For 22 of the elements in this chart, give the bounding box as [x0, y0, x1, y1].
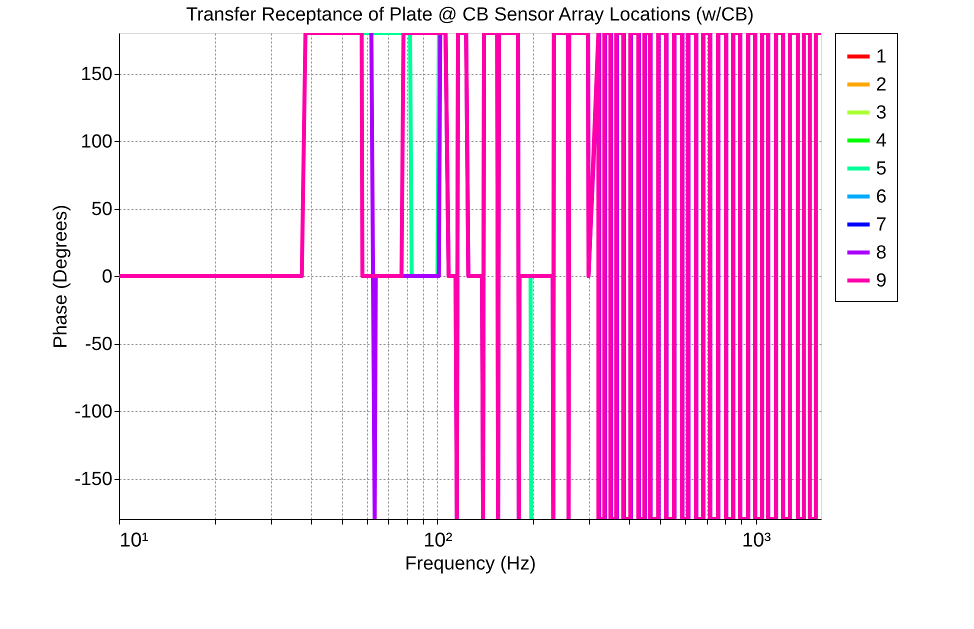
- chart-title: Transfer Receptance of Plate @ CB Sensor Array Locations (w/CB): [186, 4, 754, 26]
- x-tick-label: 10¹: [120, 530, 149, 552]
- y-tick-label: -50: [85, 334, 112, 355]
- y-tick-label: 100: [80, 132, 112, 152]
- legend-label: 8: [876, 242, 887, 264]
- y-tick-label: -150: [74, 469, 112, 490]
- legend-label: 6: [876, 186, 887, 208]
- y-tick-label: -100: [74, 402, 112, 422]
- x-tick-label: 10³: [742, 530, 772, 552]
- legend-label: 7: [876, 214, 887, 236]
- y-axis-title: Phase (Degrees): [50, 204, 72, 348]
- y-tick-label: 50: [91, 199, 112, 220]
- legend-label: 4: [876, 130, 887, 152]
- legend-label: 1: [876, 46, 887, 68]
- x-axis-title: Frequency (Hz): [405, 554, 536, 574]
- legend-label: 2: [876, 74, 887, 96]
- y-tick-label: 150: [80, 64, 112, 85]
- legend-label: 5: [876, 158, 887, 180]
- legend-label: 3: [876, 102, 887, 124]
- legend-label: 9: [876, 270, 887, 292]
- x-tick-label: 10²: [424, 530, 453, 552]
- y-tick-label: 0: [102, 266, 112, 288]
